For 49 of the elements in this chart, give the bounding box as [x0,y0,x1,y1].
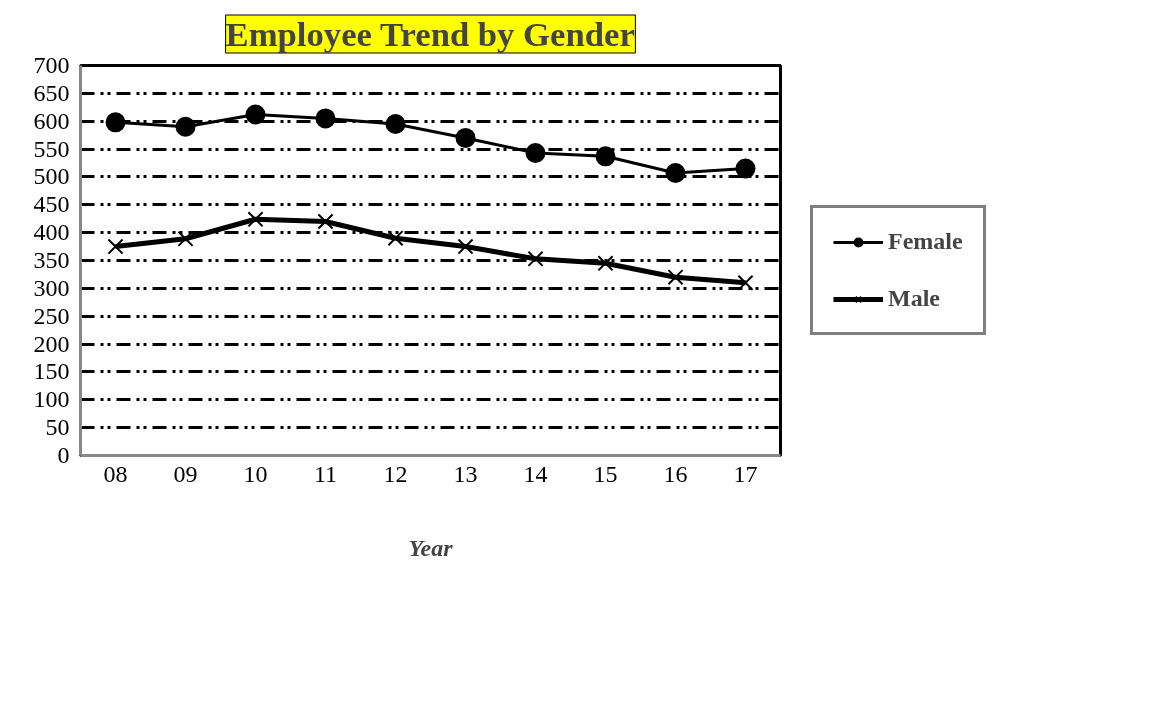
y-tick-label: 500 [33,163,70,190]
y-tick-label: 0 [57,442,70,468]
x-tick-label: 15 [593,460,618,487]
x-axis-title: Year [408,534,454,561]
point [527,250,544,267]
y-tick-label: 250 [33,302,70,329]
point [737,274,754,291]
y-tick-label: 350 [33,247,70,273]
point [177,230,194,247]
y-tick-label: 100 [33,386,70,413]
y-tick-label: 650 [33,79,70,106]
legend-label: Female [888,228,963,255]
x-tick-label: 11 [313,460,338,487]
point [665,163,686,184]
x-tick-label: 14 [523,460,548,487]
point [245,104,266,125]
point [317,213,334,230]
point [105,112,126,133]
point [387,230,404,247]
point [595,146,616,167]
x-tick-label: 13 [453,460,478,487]
x-tick-label: 10 [243,460,268,487]
y-tick-label: 150 [33,358,70,385]
y-tick-label: 450 [33,191,70,218]
x-tick-label: 17 [733,460,758,487]
point [525,142,546,163]
point [455,127,476,148]
x-tick-label: 08 [103,460,128,487]
point [385,114,406,134]
x-tick-label: 12 [383,460,408,487]
chart-title: Employee Trend by Gender [225,15,635,53]
point [247,211,264,228]
y-tick-label: 400 [33,219,70,246]
y-tick-label: 600 [33,107,70,134]
point [175,116,196,137]
point [597,255,614,272]
point [107,238,124,255]
legend-label: Male [888,285,940,312]
y-tick-label: 50 [45,414,70,441]
y-tick-label: 200 [33,330,70,357]
x-tick-label: 09 [173,460,198,487]
y-tick-label: 300 [33,274,70,301]
x-tick-label: 16 [663,460,688,487]
point [735,158,756,179]
point [667,269,684,286]
point [457,238,474,255]
y-tick-label: 700 [33,52,70,78]
y-tick-label: 550 [33,135,70,162]
point [315,108,336,129]
